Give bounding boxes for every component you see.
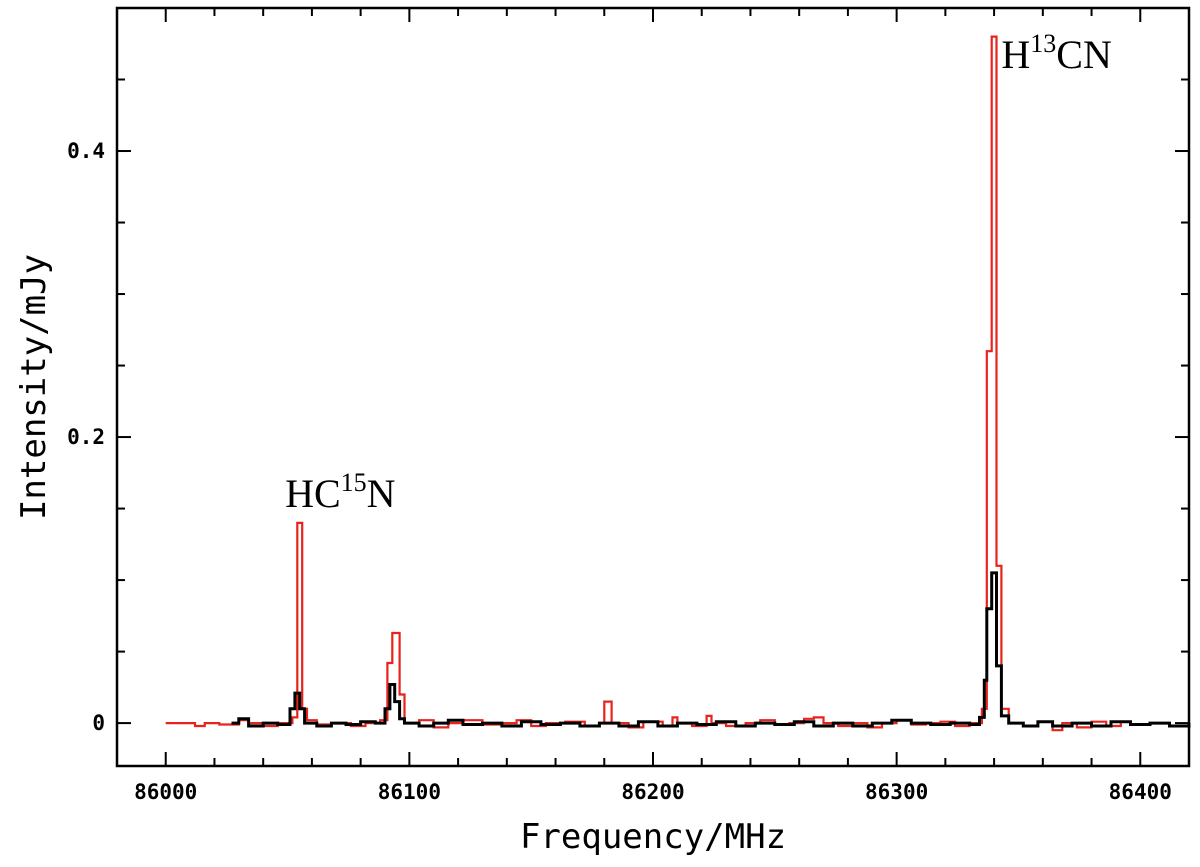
series-layer — [165, 35, 1191, 732]
y-tick-label: 0.4 — [67, 139, 105, 163]
annotations: HC15N H13CN — [285, 29, 1112, 516]
x-tick-label: 86000 — [134, 780, 197, 804]
annotation-tail: N — [367, 471, 396, 516]
annotation-superscript: 15 — [341, 468, 367, 497]
annotation-base: HC — [285, 471, 341, 516]
x-tick-label: 86200 — [621, 780, 684, 804]
x-tick-label: 86100 — [378, 780, 441, 804]
annotation-superscript: 13 — [1030, 29, 1056, 58]
y-tick-label: 0 — [92, 711, 105, 735]
x-axis-title: Frequency/MHz — [520, 817, 786, 857]
peak-annotation: HC15N — [285, 468, 395, 516]
x-tick-label: 86300 — [865, 780, 928, 804]
x-tick-label: 86400 — [1109, 780, 1172, 804]
series-line-red — [165, 35, 1122, 732]
y-axis-title: Intensity/mJy — [14, 254, 54, 520]
axis-ticks: 86000 86100 86200 86300 86400 0 0.2 0.4 — [67, 7, 1190, 804]
annotation-tail: CN — [1056, 32, 1112, 77]
y-tick-label: 0.2 — [67, 425, 105, 449]
plot-frame — [115, 6, 1191, 768]
peak-annotation: H13CN — [1001, 29, 1111, 77]
annotation-base: H — [1001, 32, 1030, 77]
series-line-black — [231, 571, 1191, 728]
